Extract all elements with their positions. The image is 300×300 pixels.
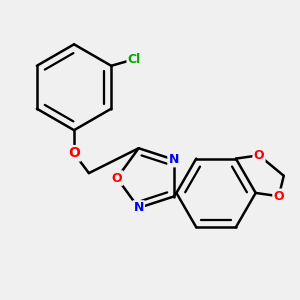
Text: O: O: [68, 146, 80, 160]
Text: O: O: [254, 149, 264, 162]
Text: Cl: Cl: [128, 53, 141, 66]
Text: N: N: [134, 201, 144, 214]
Text: O: O: [112, 172, 122, 184]
Text: O: O: [274, 190, 284, 203]
Text: N: N: [169, 153, 179, 166]
